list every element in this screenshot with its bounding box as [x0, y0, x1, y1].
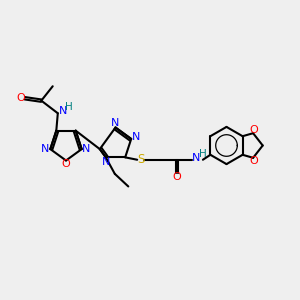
- Text: O: O: [61, 159, 70, 170]
- Text: N: N: [41, 144, 50, 154]
- Text: N: N: [58, 106, 67, 116]
- Text: O: O: [249, 156, 258, 167]
- Text: N: N: [111, 118, 119, 128]
- Text: O: O: [16, 93, 25, 103]
- Text: N: N: [132, 131, 140, 142]
- Text: H: H: [65, 102, 73, 112]
- Text: O: O: [249, 124, 258, 135]
- Text: N: N: [102, 157, 110, 167]
- Text: N: N: [192, 153, 200, 163]
- Text: H: H: [199, 149, 207, 159]
- Text: N: N: [82, 144, 91, 154]
- Text: O: O: [172, 172, 181, 182]
- Text: S: S: [137, 153, 145, 166]
